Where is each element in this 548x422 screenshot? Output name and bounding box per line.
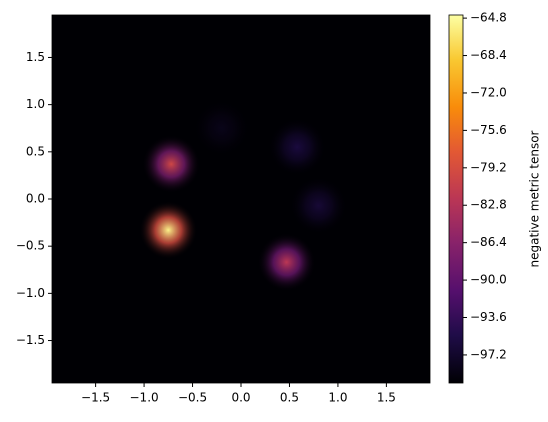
colorbar-tick-label: −97.2 (470, 347, 507, 361)
heatmap-field (139, 99, 348, 292)
heat-peak (142, 135, 201, 194)
y-tick-label: −0.5 (16, 239, 45, 253)
y-tick-label: −1.5 (16, 333, 45, 347)
colorbar-tick-label: −82.8 (470, 198, 507, 212)
x-tick-label: −0.5 (178, 391, 207, 405)
x-tick-label: −1.5 (81, 391, 110, 405)
y-tick-label: 1.0 (26, 97, 45, 111)
y-tick-label: 0.5 (26, 144, 45, 158)
y-tick-label: 0.0 (26, 192, 45, 206)
colorbar-tick-label: −79.2 (470, 160, 507, 174)
heat-peak (192, 99, 251, 158)
y-tick-label: 1.5 (26, 50, 45, 64)
colorbar-tick-label: −75.6 (470, 123, 507, 137)
heatmap-background (52, 15, 430, 383)
colorbar-tick-label: −68.4 (470, 48, 507, 62)
colorbar (448, 14, 464, 384)
x-tick-label: 1.5 (377, 391, 396, 405)
colorbar-label: negative metric tensor (528, 130, 542, 267)
heat-peak (289, 176, 348, 235)
colorbar-tick-label: −86.4 (470, 235, 507, 249)
x-tick-label: 0.5 (280, 391, 299, 405)
x-tick-label: −1.0 (130, 391, 159, 405)
heat-peak (139, 201, 198, 260)
colorbar-tick-label: −64.8 (470, 11, 507, 25)
y-tick-label: −1.0 (16, 286, 45, 300)
colorbar-tick-label: −90.0 (470, 273, 507, 287)
heat-peak (257, 233, 316, 292)
x-tick-label: 1.0 (328, 391, 347, 405)
colorbar-tick-label: −93.6 (470, 310, 507, 324)
heat-peak (268, 118, 327, 177)
colorbar-tick-label: −72.0 (470, 85, 507, 99)
x-tick-label: 0.0 (231, 391, 250, 405)
